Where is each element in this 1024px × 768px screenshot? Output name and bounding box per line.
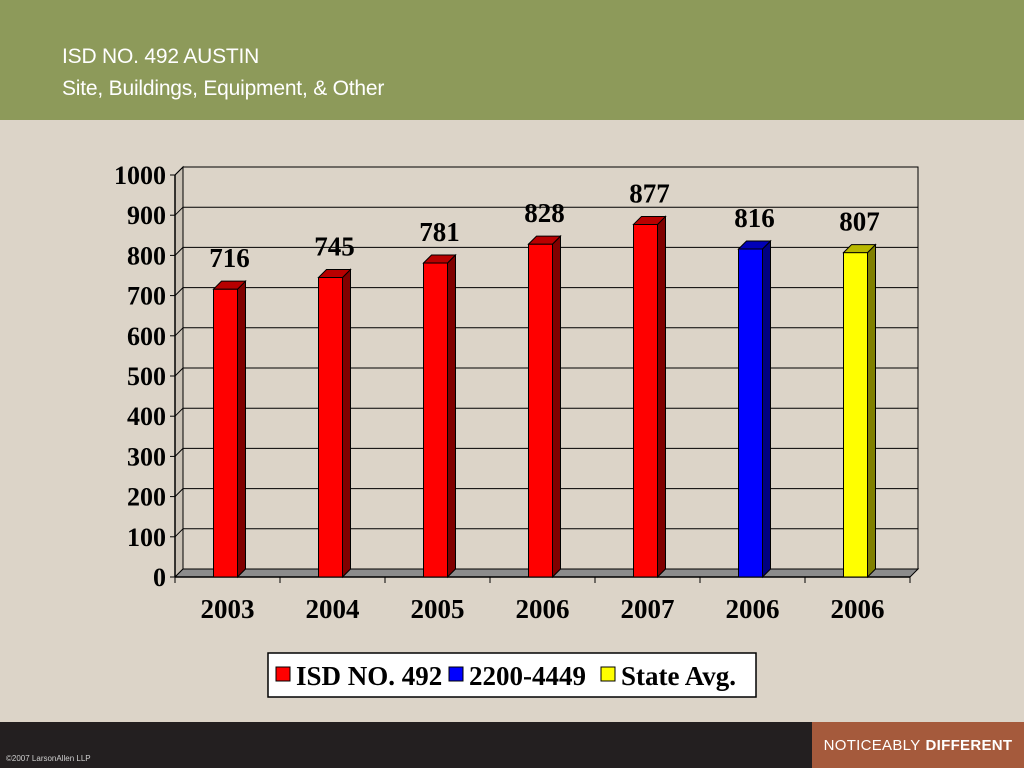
bar-side (342, 268, 351, 579)
bar-side (237, 279, 246, 579)
bar-side (447, 253, 456, 579)
bar-front (213, 288, 238, 578)
x-tick-label: 2003 (201, 594, 255, 624)
gridline-side (174, 488, 184, 497)
bar (527, 234, 562, 579)
data-label: 781 (419, 217, 460, 247)
copyright-text: ©2007 LarsonAllen LLP (6, 754, 91, 763)
bar-top (527, 235, 562, 245)
legend-swatch (275, 666, 291, 682)
bar-front (528, 243, 553, 578)
bar-front (633, 223, 658, 578)
gridline-side (174, 287, 184, 296)
gridline-side (174, 327, 184, 337)
header-band: ISD NO. 492 AUSTIN Site, Buildings, Equi… (0, 0, 1024, 120)
slide-subtitle: Site, Buildings, Equipment, & Other (62, 77, 385, 100)
gridline-side (174, 367, 184, 377)
legend-item: State Avg. (600, 661, 736, 691)
legend-box (267, 652, 757, 698)
gridline-side (174, 247, 184, 256)
legend-swatch (600, 666, 616, 682)
legend-label: State Avg. (621, 661, 736, 691)
tagline-bold: DIFFERENT (925, 736, 1013, 754)
legend-label: ISD NO. 492 (296, 661, 442, 691)
data-label: 745 (314, 232, 355, 262)
gridline-side (174, 448, 184, 457)
legend-label: 2200-4449 (469, 661, 586, 691)
legend-item: ISD NO. 492 (275, 661, 442, 691)
data-label: 816 (734, 203, 775, 233)
legend-swatch (448, 666, 464, 682)
x-tick-label: 2007 (621, 594, 675, 624)
gridline-side (174, 166, 184, 176)
footer-bar: ©2007 LarsonAllen LLP NOTICEABLY DIFFERE… (0, 722, 1024, 768)
bar-side (552, 234, 561, 579)
y-tick-label: 600 (127, 322, 166, 351)
y-tick-label: 200 (127, 483, 166, 512)
data-label: 807 (839, 207, 880, 237)
bar-top (737, 240, 772, 250)
bar-top (212, 280, 247, 290)
bar (632, 215, 667, 579)
bar (737, 239, 772, 579)
bar (842, 243, 877, 579)
x-tick-label: 2006 (831, 594, 885, 624)
bar (422, 253, 457, 579)
bar (212, 279, 247, 579)
bar (317, 268, 352, 579)
bar-side (867, 243, 876, 579)
data-label: 828 (524, 198, 565, 228)
slide-title: ISD NO. 492 AUSTIN (62, 45, 260, 68)
x-tick-label: 2005 (411, 594, 465, 624)
data-label: 716 (209, 243, 250, 273)
y-tick-label: 0 (153, 563, 166, 592)
bar-front (843, 252, 868, 578)
x-tick-label: 2006 (516, 594, 570, 624)
bar-top (842, 244, 877, 254)
data-label: 877 (629, 178, 670, 208)
gridline-side (174, 407, 184, 417)
gridline-side (174, 528, 184, 538)
bar-side (762, 239, 771, 579)
bar-top (632, 215, 667, 225)
x-tick-label: 2006 (726, 594, 780, 624)
bar-front (423, 262, 448, 578)
bar-top (317, 269, 352, 279)
bar-front (318, 277, 343, 578)
tagline-regular: NOTICEABLY (823, 736, 921, 754)
y-tick-label: 100 (127, 523, 166, 552)
legend-item: 2200-4449 (448, 661, 586, 691)
y-tick-label: 700 (127, 282, 166, 311)
y-tick-label: 1000 (114, 161, 166, 190)
gridline-side (174, 206, 184, 216)
y-tick-label: 400 (127, 402, 166, 431)
y-tick-label: 800 (127, 241, 166, 270)
bar-side (657, 215, 666, 579)
y-tick-label: 900 (127, 201, 166, 230)
y-tick-label: 500 (127, 362, 166, 391)
bar-front (738, 248, 763, 578)
bar-chart: 0 100 200 300 400 500 600 700 800 900 1000 716 2003… (114, 161, 920, 698)
bar-top (422, 254, 457, 264)
x-tick-label: 2004 (306, 594, 360, 624)
tagline-badge: NOTICEABLY DIFFERENT (812, 722, 1024, 768)
y-tick-label: 300 (127, 442, 166, 471)
